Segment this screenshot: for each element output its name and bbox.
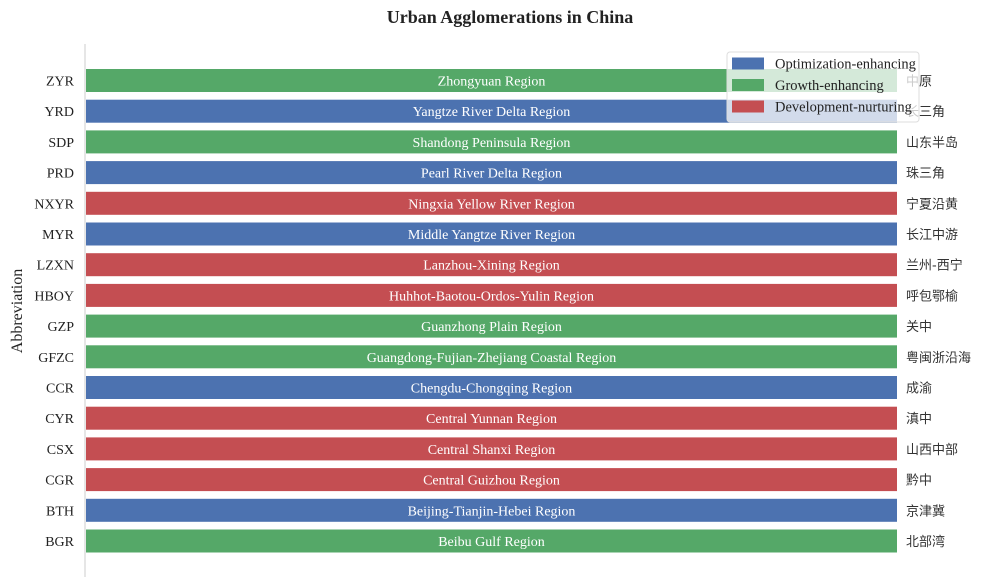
y-tick-label: GFZC [38,351,74,366]
bar-label: Guanzhong Plain Region [421,320,562,335]
bar [86,191,897,215]
y-tick-label: NXYR [34,197,74,212]
bar [86,69,897,92]
bar-label: Central Shanxi Region [428,443,556,458]
legend-label: Growth-enhancing [775,78,884,94]
chinese-label: 京津冀 [906,503,945,519]
bar-label: Huhhot-Baotou-Ordos-Yulin Region [389,289,594,304]
legend-label: Optimization-enhancing [775,57,916,73]
bar-label: Lanzhou-Xining Region [423,259,559,274]
bar-label: Beijing-Tianjin-Hebei Region [408,504,576,519]
y-tick-label: CGR [45,474,74,489]
chart-title: Urban Agglomerations in China [387,7,634,27]
bar-label: Central Yunnan Region [426,412,557,427]
y-axis-label: Abbreviation [9,269,26,353]
y-tick-label: BTH [46,504,74,519]
chinese-label: 成渝 [906,381,932,397]
y-tick-label: GZP [48,320,75,335]
chinese-label: 粤闽浙沿海 [906,350,971,366]
bar-label: Guangdong-Fujian-Zhejiang Coastal Region [367,351,617,366]
bar [86,437,897,461]
bar [86,498,897,522]
y-tick-label: ZYR [46,75,75,90]
bar [86,376,897,399]
legend: Optimization-enhancing Growth-enhancing De… [726,51,920,123]
chinese-label: 山东半岛 [906,135,958,151]
bar [86,468,897,492]
bar [86,314,897,338]
chinese-label: 长江中游 [906,228,958,243]
chinese-label: 黔中 [906,474,932,489]
bar-label: Ningxia Yellow River Region [408,197,574,212]
bar-label: Pearl River Delta Region [421,167,562,182]
bar-label: Yangtze River Delta Region [413,105,571,120]
chinese-label: 呼包鄂榆 [906,289,958,304]
chinese-label: 珠三角 [906,167,945,182]
legend-swatch [732,100,764,113]
bar-label: Beibu Gulf Region [438,535,545,550]
bar [86,529,897,553]
bars: Zhongyuan RegionZYR中原Yangtze River Delta… [34,69,971,553]
chinese-label: 兰州-西宁 [906,258,963,274]
chinese-label: 宁夏沿黄 [906,196,958,212]
bar [86,253,897,277]
legend-swatch [732,57,764,70]
chinese-label: 山西中部 [906,443,958,458]
y-tick-label: BGR [45,535,74,550]
y-tick-label: YRD [44,105,74,120]
bar [86,161,897,185]
y-tick-label: HBOY [34,289,74,304]
bar [86,130,897,154]
chinese-label: 北部湾 [906,534,945,550]
legend-label: Development-nurturing [775,100,912,116]
bar-label: Chengdu-Chongqing Region [411,382,572,397]
y-tick-label: PRD [47,167,74,182]
bar [86,222,897,246]
y-tick-label: CYR [45,412,74,427]
bar-label: Central Guizhou Region [423,474,560,489]
chinese-label: 关中 [906,320,932,335]
y-tick-label: CCR [46,382,75,397]
legend-box [726,51,920,123]
bar [86,406,897,430]
y-tick-label: SDP [48,136,74,151]
bar-label: Shandong Peninsula Region [413,136,571,151]
bar [86,283,897,307]
bar-label: Zhongyuan Region [438,75,546,90]
y-tick-label: MYR [42,228,75,243]
y-tick-label: LZXN [37,259,74,274]
bar-label: Middle Yangtze River Region [408,228,575,243]
bar [86,99,897,123]
bar [86,345,897,369]
y-tick-label: CSX [47,443,74,458]
chinese-label: 滇中 [906,412,932,427]
legend-swatch [732,79,764,91]
